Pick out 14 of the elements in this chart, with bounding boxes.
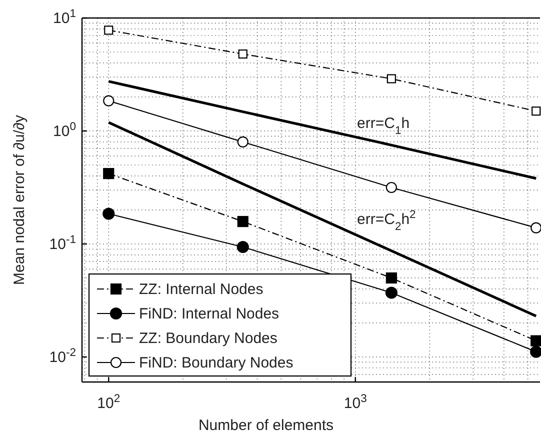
- x-tick-label: 10$^{3}$: [344, 393, 367, 412]
- y-tick-label: 10$^{1}$: [53, 8, 76, 27]
- legend-label: FiND: Boundary Nodes: [139, 354, 294, 372]
- legend-label: ZZ: Internal Nodes: [139, 281, 264, 298]
- legend-label: ZZ: Boundary Nodes: [139, 330, 278, 347]
- y-axis-title: Mean nodal error of ∂u/∂y: [11, 114, 28, 285]
- annotation: err=C$_{1}$h: [357, 115, 410, 137]
- y-tick-label: 10$^{-1}$: [49, 234, 76, 253]
- legend-label: FiND: Internal Nodes: [139, 306, 280, 322]
- annotation: err=C$_{2}$h$^{2}$: [357, 209, 416, 233]
- x-axis-title: Number of elements: [198, 417, 334, 434]
- x-tick-label: 10$^{2}$: [97, 393, 120, 412]
- y-tick-label: 10$^{-2}$: [49, 346, 76, 366]
- y-tick-label: 10$^{0}$: [53, 120, 76, 140]
